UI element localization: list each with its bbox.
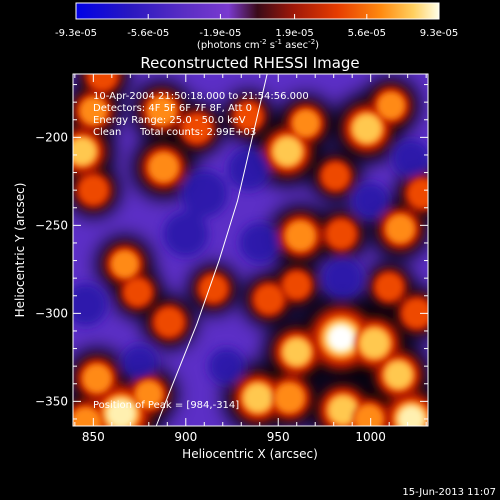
source-core	[329, 326, 353, 350]
y-axis: −200 −250 −300 −350	[35, 84, 428, 420]
y-tick-label: −300	[35, 306, 68, 320]
source-core	[244, 384, 272, 412]
annotation-energy-range: Energy Range: 25.0 - 50.0 keV	[93, 115, 246, 126]
negative-region	[239, 222, 281, 264]
colorbar-tick-label: 5.6e-05	[348, 28, 386, 39]
colorbar-gradient	[75, 2, 440, 20]
source-core	[79, 176, 108, 204]
source-core	[88, 74, 117, 90]
source-core	[235, 103, 262, 130]
negative-region	[73, 283, 108, 327]
x-tick-label: 1000	[355, 430, 386, 444]
chart-title: Reconstructed RHESSI Image	[140, 54, 359, 72]
annotations: 10-Apr-2004 21:50:18.000 to 21:54:56.000…	[93, 91, 309, 411]
source-core	[136, 381, 162, 408]
negative-region	[322, 257, 364, 299]
colorbar-tick-label: -9.3e-05	[55, 28, 97, 39]
x-tick-label: 950	[267, 430, 290, 444]
annotation-detectors: Detectors: 4F 5F 6F 7F 8F, Att 0	[93, 103, 252, 114]
heatmap-image	[73, 74, 428, 426]
source-core	[408, 179, 428, 208]
annotation-time-range: 10-Apr-2004 21:50:18.000 to 21:54:56.000	[93, 91, 309, 102]
peak-position-label: Position of Peak = [984,-314]	[93, 400, 239, 411]
source-core	[283, 272, 310, 299]
negative-region	[352, 182, 389, 220]
x-axis: 850 900 950 1000	[74, 74, 427, 444]
colorbar-label: (photons cm-2 s-1 asec-2)	[197, 38, 319, 51]
colorbar-tick-label: -5.6e-05	[127, 28, 169, 39]
y-tick-label: −200	[35, 130, 68, 144]
source-core	[329, 396, 357, 424]
source-core	[80, 98, 107, 124]
source-core	[200, 275, 227, 302]
negative-region	[121, 344, 158, 381]
colorbar-tick-label: -1.9e-05	[199, 28, 241, 39]
negative-region	[180, 170, 228, 218]
annotation-total-counts: Total counts: 2.99E+03	[139, 127, 256, 138]
colorbar-tick-label: 9.3e-05	[420, 28, 458, 39]
x-axis-label: Heliocentric X (arcsec)	[182, 447, 318, 461]
source-core	[399, 406, 424, 426]
source-core	[155, 308, 183, 336]
source-core	[322, 163, 349, 190]
source-core	[286, 221, 315, 251]
source-core	[83, 365, 111, 392]
source-core	[353, 115, 381, 142]
colorbar-ticks: -9.3e-05 -5.6e-05 -1.9e-05 1.9e-05 5.6e-05 9.…	[55, 14, 458, 39]
y-tick-label: −250	[35, 218, 68, 232]
source-core	[275, 383, 304, 412]
source-core	[148, 97, 176, 125]
footer-timestamp: 15-Jun-2013 11:07	[402, 487, 496, 498]
colorbar-tick-label: 1.9e-05	[275, 28, 313, 39]
source-core	[284, 339, 310, 365]
source-core	[124, 279, 151, 306]
source-core	[378, 92, 404, 119]
solar-limb-curve	[155, 74, 268, 426]
x-tick-label: 850	[82, 430, 105, 444]
source-core	[355, 405, 383, 426]
source-core	[293, 110, 319, 137]
source-core	[385, 362, 412, 388]
colorbar: -9.3e-05 -5.6e-05 -1.9e-05 1.9e-05 5.6e-05 9.…	[55, 2, 458, 51]
source-core	[107, 400, 135, 426]
negative-region	[163, 211, 209, 257]
source-core	[183, 114, 211, 143]
source-core	[73, 138, 95, 165]
source-core	[360, 329, 389, 358]
y-axis-label: Heliocentric Y (arcsec)	[13, 183, 27, 318]
negative-region	[391, 139, 428, 178]
source-core	[274, 138, 301, 165]
source-core	[376, 274, 403, 300]
negative-region	[227, 147, 271, 191]
source-core	[112, 251, 138, 277]
annotation-method: Clean	[93, 127, 121, 138]
source-core	[403, 299, 428, 328]
source-core	[386, 215, 414, 243]
y-tick-label: −350	[35, 394, 68, 408]
source-core	[149, 153, 178, 182]
source-core	[255, 285, 283, 314]
negative-region	[208, 347, 245, 385]
source-core	[327, 220, 355, 248]
x-tick-label: 900	[174, 430, 197, 444]
plot-frame	[72, 73, 429, 427]
